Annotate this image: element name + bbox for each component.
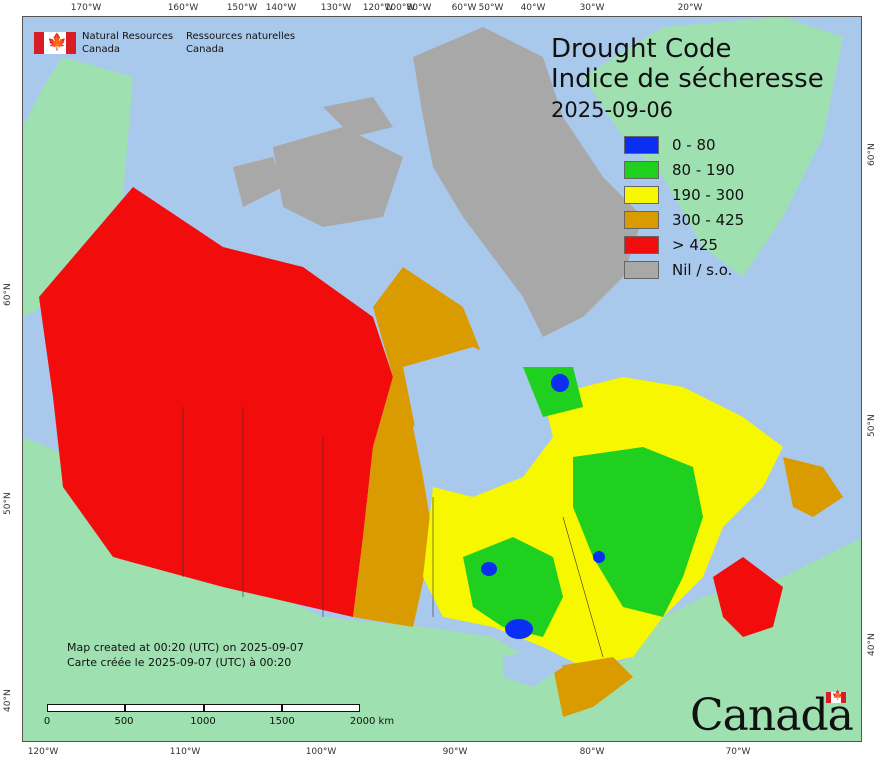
top-tick-label: 40°W <box>520 3 546 13</box>
maritimes-red <box>713 557 783 637</box>
org-name-fr: Ressources naturelles <box>186 31 296 42</box>
arctic-nil-1 <box>413 27 643 337</box>
org-country-fr: Canada <box>186 44 225 55</box>
arctic-nil-4 <box>323 97 393 137</box>
legend-swatch <box>624 236 659 254</box>
map-frame <box>22 16 862 742</box>
blue-spot-1 <box>505 619 533 639</box>
scale-segment <box>125 704 204 712</box>
bottom-tick-label: 100°W <box>305 747 337 757</box>
legend-label: > 425 <box>672 236 718 254</box>
title-en: Drought Code <box>551 34 732 64</box>
credit-fr: Carte créée le 2025-09-07 (UTC) à 00:20 <box>67 656 292 669</box>
newfoundland <box>783 457 843 517</box>
top-tick-label: 30°W <box>579 3 605 13</box>
top-tick-label: 100°W <box>384 3 416 13</box>
scale-segment <box>204 704 282 712</box>
right-tick-label: 40°N <box>867 633 877 656</box>
top-tick-label: 20°W <box>677 3 703 13</box>
scale-label: 2000 km <box>349 716 395 727</box>
red-region-west <box>39 187 393 617</box>
greenland-land <box>583 17 843 277</box>
scale-label: 500 <box>114 716 134 727</box>
blue-spot-4 <box>593 551 605 563</box>
bottom-tick-label: 70°W <box>725 747 751 757</box>
drought-map <box>23 17 861 741</box>
top-tick-label: 150°W <box>226 3 258 13</box>
right-tick-label: 50°N <box>867 414 877 437</box>
scale-bar <box>47 704 360 714</box>
arctic-nil-2 <box>273 127 403 227</box>
arctic-nil-3 <box>233 157 283 207</box>
title-fr: Indice de sécheresse <box>551 64 824 94</box>
province-lines <box>182 407 604 658</box>
scale-label: 1000 <box>190 716 216 727</box>
legend-label: 0 - 80 <box>672 136 716 154</box>
legend-label: Nil / s.o. <box>672 261 733 279</box>
legend-label: 80 - 190 <box>672 161 735 179</box>
green-region-ontario <box>463 537 563 637</box>
top-tick-label: 170°W <box>70 3 102 13</box>
scale-label: 0 <box>43 716 51 727</box>
usa-land <box>23 437 861 741</box>
legend-label: 300 - 425 <box>672 211 745 229</box>
scale-segment <box>282 704 360 712</box>
alaska-land <box>23 57 133 317</box>
bottom-tick-label: 80°W <box>579 747 605 757</box>
top-tick-label: 160°W <box>167 3 199 13</box>
title-date: 2025-09-06 <box>551 98 674 122</box>
bottom-tick-label: 120°W <box>27 747 59 757</box>
scale-label: 1500 <box>269 716 295 727</box>
top-tick-label: 120°W <box>362 3 394 13</box>
top-tick-label: 50°W <box>478 3 504 13</box>
left-tick-label: 60°N <box>3 283 13 306</box>
credit-en: Map created at 00:20 (UTC) on 2025-09-07 <box>67 641 304 654</box>
legend-swatch <box>624 186 659 204</box>
bottom-tick-label: 110°W <box>169 747 201 757</box>
top-tick-label: 130°W <box>320 3 352 13</box>
blue-spot-2 <box>481 562 497 576</box>
top-tick-label: 60°W <box>451 3 477 13</box>
legend-swatch <box>624 261 659 279</box>
map-credit: Map created at 00:20 (UTC) on 2025-09-07… <box>67 640 304 670</box>
great-lakes <box>503 647 563 687</box>
org-country-en: Canada <box>82 44 121 55</box>
top-tick-label: 80°W <box>406 3 432 13</box>
left-tick-label: 40°N <box>3 689 13 712</box>
map-title: Drought Code Indice de sécheresse 2025-0… <box>551 34 824 124</box>
canada-flag-icon: 🍁 <box>34 32 76 54</box>
wordmark-flag-icon: 🍁 <box>826 691 846 703</box>
top-tick-label: 140°W <box>265 3 297 13</box>
left-tick-label: 50°N <box>3 492 13 515</box>
legend-swatch <box>624 211 659 229</box>
hudson-bay <box>403 347 553 497</box>
blue-spot-3 <box>551 374 569 392</box>
org-name-en: Natural Resources <box>82 31 174 42</box>
bottom-tick-label: 90°W <box>442 747 468 757</box>
south-ontario <box>553 657 633 717</box>
legend-swatch <box>624 161 659 179</box>
scale-segment <box>47 704 125 712</box>
right-tick-label: 60°N <box>867 143 877 166</box>
green-region-quebec <box>573 447 703 617</box>
legend-swatch <box>624 136 659 154</box>
legend-label: 190 - 300 <box>672 186 745 204</box>
